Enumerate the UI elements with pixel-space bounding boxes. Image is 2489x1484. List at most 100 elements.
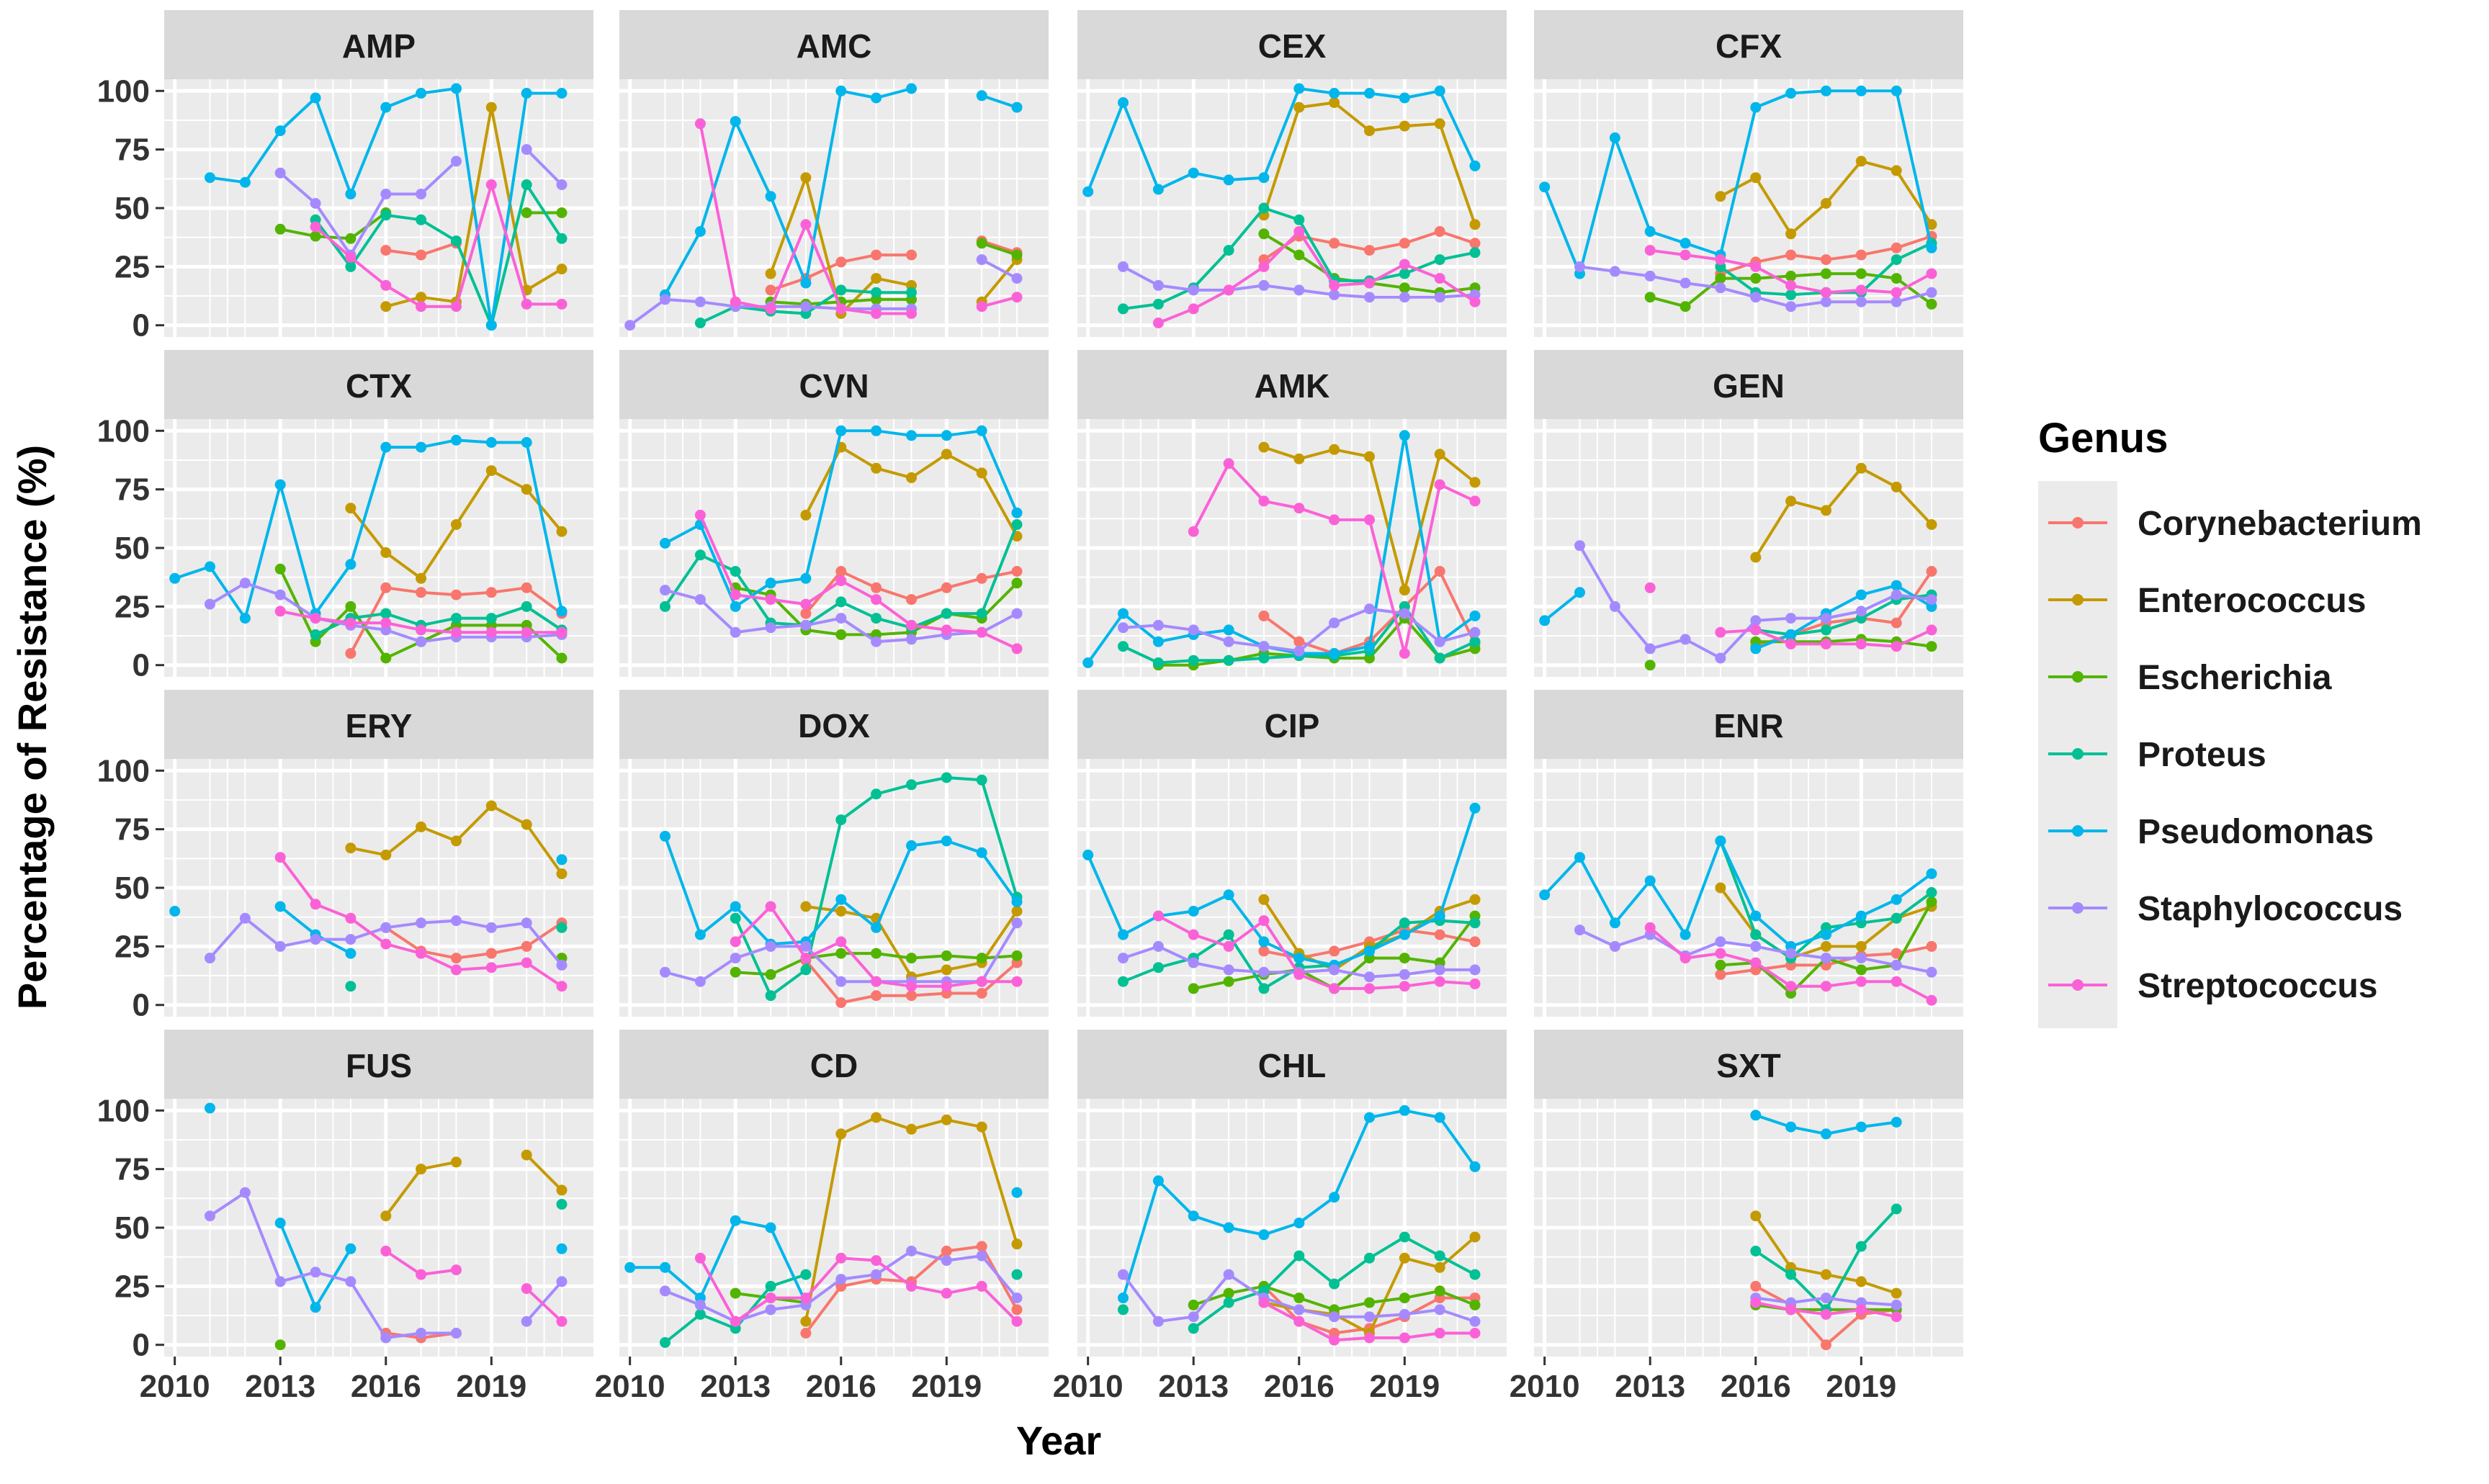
data-point-staphylococcus xyxy=(1293,284,1305,296)
data-point-enterococcus xyxy=(1469,1231,1481,1243)
data-point-pseudomonas xyxy=(1609,132,1620,143)
data-point-proteus xyxy=(1152,962,1164,973)
data-point-staphylococcus xyxy=(556,1276,568,1287)
data-point-enterococcus xyxy=(941,449,952,460)
data-point-enterococcus xyxy=(1926,219,1937,230)
data-point-staphylococcus xyxy=(485,922,497,933)
y-tick-label: 25 xyxy=(115,589,150,624)
data-point-corynebacterium xyxy=(1329,945,1340,957)
data-point-streptococcus xyxy=(1469,296,1481,307)
data-point-pseudomonas xyxy=(1469,1161,1481,1172)
data-point-proteus xyxy=(1258,202,1270,214)
data-point-escherichia xyxy=(310,230,321,242)
data-point-corynebacterium xyxy=(1434,226,1445,237)
data-point-streptococcus xyxy=(1364,514,1375,526)
data-point-proteus xyxy=(694,318,706,328)
panel-amk: AMK xyxy=(1077,350,1507,677)
data-point-pseudomonas xyxy=(730,601,741,612)
data-point-staphylococcus xyxy=(310,934,321,945)
data-point-enterococcus xyxy=(800,509,812,521)
data-point-proteus xyxy=(1855,1241,1867,1252)
panel-title: ERY xyxy=(346,707,413,745)
data-point-streptococcus xyxy=(730,936,741,948)
data-point-streptococcus xyxy=(976,976,987,987)
data-point-enterococcus xyxy=(800,1316,812,1327)
data-point-proteus xyxy=(1188,1323,1199,1334)
data-point-enterococcus xyxy=(380,301,392,312)
series-line-staphylococcus xyxy=(525,148,563,186)
data-point-corynebacterium xyxy=(835,256,847,268)
data-point-staphylococcus xyxy=(1118,622,1129,634)
data-point-escherichia xyxy=(1011,249,1023,261)
data-point-streptococcus xyxy=(1821,1308,1831,1320)
data-point-staphylococcus xyxy=(906,634,917,645)
x-tick-label: 2010 xyxy=(140,1369,210,1404)
data-point-corynebacterium xyxy=(1750,1280,1762,1292)
data-point-proteus xyxy=(451,235,462,247)
data-point-streptococcus xyxy=(1434,479,1445,490)
data-point-corynebacterium xyxy=(1011,1304,1023,1316)
data-point-enterococcus xyxy=(451,519,462,530)
series-line-streptococcus xyxy=(314,183,562,308)
data-point-pseudomonas xyxy=(1329,1192,1340,1203)
data-point-streptococcus xyxy=(730,1316,741,1327)
data-point-streptococcus xyxy=(521,298,532,310)
data-point-proteus xyxy=(1223,929,1234,940)
data-point-staphylococcus xyxy=(1152,279,1164,291)
data-point-pseudomonas xyxy=(1152,636,1164,647)
data-point-corynebacterium xyxy=(765,284,776,296)
data-point-proteus xyxy=(380,608,392,619)
data-point-pseudomonas xyxy=(274,1218,286,1228)
panel-strip xyxy=(1534,690,1963,759)
data-point-streptococcus xyxy=(765,594,776,606)
data-point-streptococcus xyxy=(1821,287,1831,298)
series-line-streptococcus xyxy=(699,514,1018,650)
legend-item-proteus: Proteus xyxy=(2048,736,2266,774)
data-point-staphylococcus xyxy=(1011,1292,1023,1304)
data-point-staphylococcus xyxy=(1785,948,1797,959)
data-point-enterococcus xyxy=(1469,219,1481,230)
data-point-pseudomonas xyxy=(345,189,356,199)
data-point-streptococcus xyxy=(1364,277,1375,289)
data-point-pseudomonas xyxy=(1434,910,1445,922)
y-tick-label: 0 xyxy=(133,648,150,683)
data-point-staphylococcus xyxy=(274,589,286,601)
data-point-streptococcus xyxy=(1223,284,1234,296)
data-point-pseudomonas xyxy=(976,425,987,436)
data-point-escherichia xyxy=(1750,273,1762,284)
data-point-streptococcus xyxy=(1434,273,1445,284)
data-point-streptococcus xyxy=(1011,643,1023,655)
data-point-enterococcus xyxy=(1258,894,1270,905)
data-point-pseudomonas xyxy=(1082,657,1094,668)
data-point-staphylococcus xyxy=(1434,292,1445,303)
x-tick-label: 2013 xyxy=(700,1369,771,1404)
data-point-staphylococcus xyxy=(239,577,251,589)
data-point-escherichia xyxy=(556,207,568,218)
data-point-proteus xyxy=(556,233,568,244)
data-point-pseudomonas xyxy=(274,901,286,912)
data-point-corynebacterium xyxy=(871,990,882,1002)
y-tick-label: 100 xyxy=(97,1093,150,1128)
data-point-streptococcus xyxy=(485,962,497,973)
data-point-proteus xyxy=(1152,298,1164,310)
data-point-escherichia xyxy=(1855,268,1867,279)
data-point-pseudomonas xyxy=(1399,430,1410,441)
data-point-pseudomonas xyxy=(1539,889,1551,901)
legend-key-point xyxy=(2072,825,2084,837)
data-point-pseudomonas xyxy=(345,1243,356,1254)
y-tick-label: 50 xyxy=(115,871,150,906)
data-point-staphylococcus xyxy=(416,1328,427,1339)
data-point-staphylococcus xyxy=(765,940,776,952)
data-point-streptococcus xyxy=(416,624,427,636)
panel-title: CIP xyxy=(1265,707,1320,745)
data-point-escherichia xyxy=(835,629,847,640)
panel-strip xyxy=(1077,350,1507,419)
data-point-pseudomonas xyxy=(380,441,392,453)
data-point-streptococcus xyxy=(1011,976,1023,987)
data-point-staphylococcus xyxy=(556,959,568,971)
panel-cvn: CVN xyxy=(619,350,1049,677)
data-point-staphylococcus xyxy=(1188,1311,1199,1323)
data-point-streptococcus xyxy=(1821,981,1831,992)
data-point-staphylococcus xyxy=(1644,270,1656,282)
y-tick-label: 0 xyxy=(133,308,150,343)
